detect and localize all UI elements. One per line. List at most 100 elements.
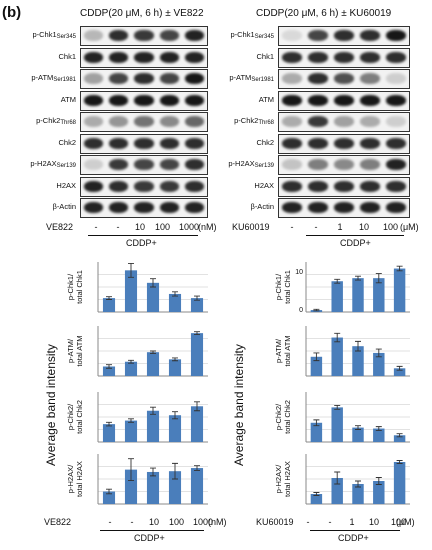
blot-label-main: ATM xyxy=(258,94,274,104)
chart-condition-value: - xyxy=(306,517,310,527)
bar xyxy=(146,282,160,312)
blot-band xyxy=(386,116,406,127)
bar xyxy=(146,471,160,504)
chart-condition-value: 10 xyxy=(368,517,379,527)
blot-label-main: Chk1 xyxy=(256,51,274,61)
error-bar xyxy=(396,460,403,464)
bar xyxy=(124,270,138,312)
right-chart-cddp-label: CDDP+ xyxy=(338,533,369,543)
error-bar xyxy=(106,364,112,369)
blot-condition-value: - xyxy=(290,222,294,232)
blot-label-main: ATM xyxy=(60,94,76,104)
bar xyxy=(352,427,364,442)
blot-label: H2AX xyxy=(20,181,76,190)
chart-row-label-line: total Chk2 xyxy=(75,400,84,434)
blot-strip xyxy=(278,47,410,68)
blot-band xyxy=(109,180,129,192)
chart-row-label-line: total H2AX xyxy=(283,461,292,497)
blot-band xyxy=(134,51,154,63)
bar xyxy=(352,346,364,376)
blot-band xyxy=(159,202,179,213)
error-bar xyxy=(375,426,382,431)
blot-label: p-ATMSer1981 xyxy=(218,73,274,83)
chart-row-label-line: total Chk1 xyxy=(75,270,84,304)
y-tick-label: 0 xyxy=(299,307,303,314)
error-bar xyxy=(355,425,361,430)
bar xyxy=(146,352,160,376)
chart-condition-value: - xyxy=(130,517,134,527)
error-bar xyxy=(172,411,178,420)
blot-label: β-Actin xyxy=(20,202,77,211)
error-bar xyxy=(194,295,200,301)
chart-row-label: p-H2AX/total H2AX xyxy=(66,451,84,507)
error-bar xyxy=(375,348,382,358)
chart-row-label-line: total ATM xyxy=(283,335,292,367)
blot-band xyxy=(282,137,302,149)
blot-band xyxy=(334,180,354,192)
blot-band xyxy=(159,159,179,170)
right-chart-inhibitor-label: KU60019 xyxy=(256,517,294,527)
blot-band xyxy=(334,116,354,127)
bar xyxy=(190,298,204,312)
chart-row-label-line: p-ATM/ xyxy=(274,338,283,364)
blot-band xyxy=(308,73,328,84)
blot-condition-value: 100 xyxy=(155,222,171,232)
bar xyxy=(168,359,182,376)
error-bar xyxy=(194,465,200,471)
bar xyxy=(373,428,385,442)
blot-band xyxy=(109,116,129,127)
error-bar xyxy=(194,331,200,336)
blot-strip xyxy=(278,198,410,218)
blot-band xyxy=(84,73,104,84)
blot-band xyxy=(184,116,204,127)
error-bar xyxy=(172,357,178,362)
bar-chart xyxy=(305,262,410,313)
blot-band xyxy=(159,73,179,84)
error-bar xyxy=(106,421,112,427)
blot-band xyxy=(386,94,406,106)
blot-band xyxy=(184,51,204,63)
bar xyxy=(190,333,204,376)
blot-band xyxy=(282,159,302,170)
blot-band xyxy=(386,202,406,213)
blot-band xyxy=(334,73,354,84)
blot-label-sub: Ser345 xyxy=(254,34,274,40)
blot-band xyxy=(184,159,204,170)
blot-band xyxy=(308,180,328,192)
blot-strip xyxy=(80,90,208,111)
blot-label: p-H2AXSer139 xyxy=(20,159,76,169)
bar xyxy=(102,366,116,376)
blot-band xyxy=(159,180,179,192)
blot-band xyxy=(134,73,154,84)
left-header: CDDP(20 μM, 6 h) ± VE822 xyxy=(80,8,204,19)
blot-band xyxy=(386,30,406,41)
blot-band xyxy=(159,116,179,127)
error-bar xyxy=(313,352,320,362)
blot-band xyxy=(386,73,406,84)
blot-label-sub: Ser1981 xyxy=(251,77,274,83)
blot-label: ATM xyxy=(20,95,76,104)
chart-row-label-line: total H2AX xyxy=(75,461,84,497)
blot-band xyxy=(308,159,328,170)
error-bar xyxy=(128,262,134,278)
blot-band xyxy=(159,94,179,106)
blot-condition-value: - xyxy=(314,222,318,232)
error-bar xyxy=(313,419,320,427)
blot-strip xyxy=(278,26,410,46)
bar xyxy=(102,491,116,504)
bar xyxy=(102,298,116,312)
blot-band xyxy=(386,137,406,149)
error-bar xyxy=(375,477,382,485)
error-bar xyxy=(313,308,320,312)
bar xyxy=(190,468,204,504)
blot-band xyxy=(334,51,354,63)
bar xyxy=(373,481,385,504)
blot-label-main: p-H2AX xyxy=(228,159,255,168)
blot-band xyxy=(360,116,380,127)
blot-label-sub: Thr68 xyxy=(258,120,274,126)
chart-row-label-line: p-H2AX/ xyxy=(66,464,75,494)
left-unit-label: (nM) xyxy=(198,222,217,232)
blot-band xyxy=(360,30,380,41)
bar-chart xyxy=(305,454,410,505)
blot-label-main: p-Chk1 xyxy=(32,30,57,39)
